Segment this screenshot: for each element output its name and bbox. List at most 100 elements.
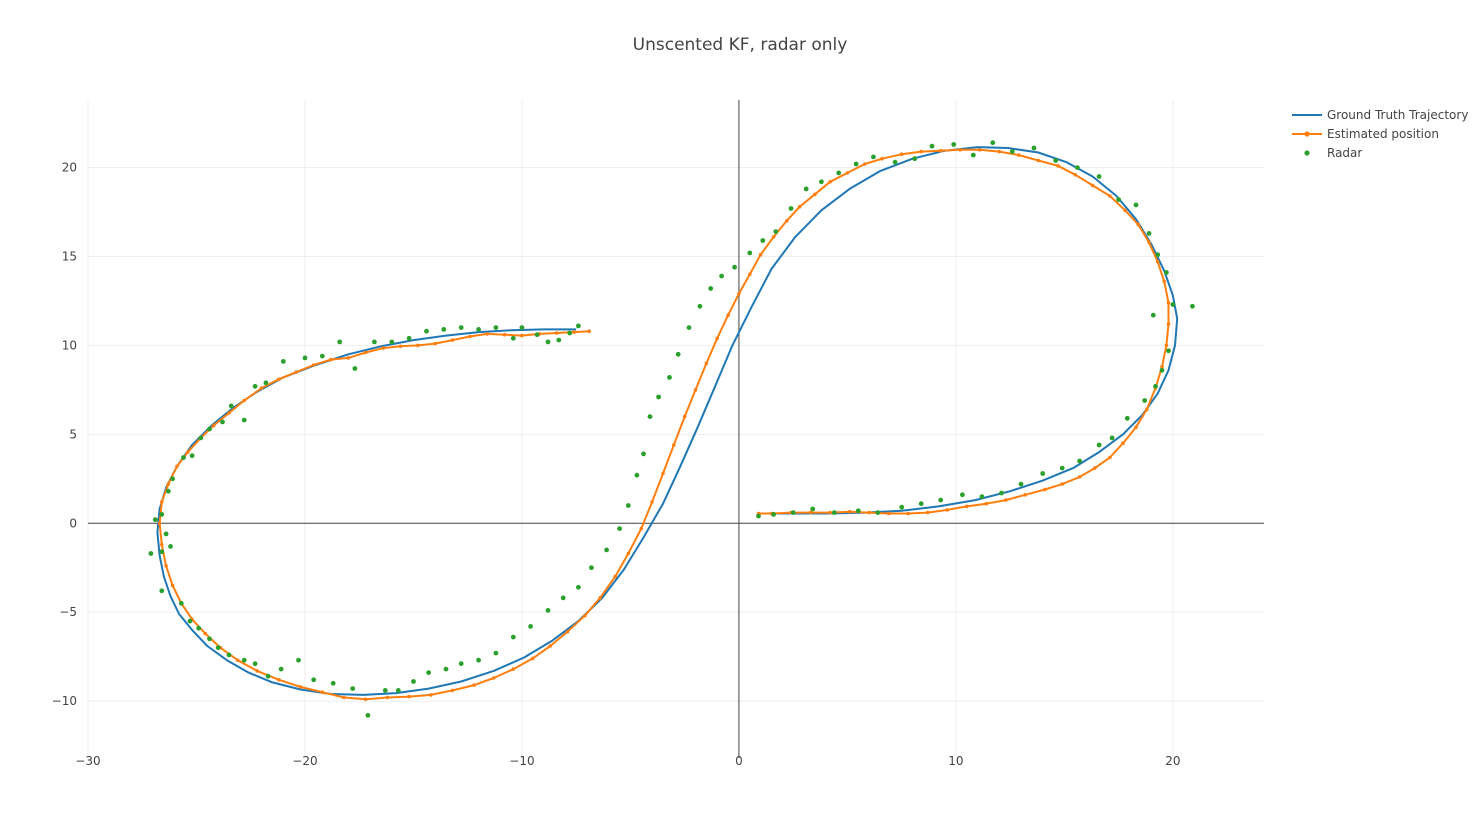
data-point bbox=[198, 435, 204, 441]
data-point bbox=[1159, 367, 1165, 373]
data-point bbox=[502, 332, 507, 337]
data-point bbox=[1023, 493, 1028, 497]
chart-title: Unscented KF, radar only bbox=[633, 35, 848, 55]
data-point bbox=[819, 179, 824, 185]
data-point bbox=[519, 325, 525, 330]
data-point bbox=[548, 644, 552, 648]
data-point bbox=[756, 513, 761, 519]
data-point bbox=[661, 471, 665, 476]
data-point bbox=[342, 695, 346, 700]
data-point bbox=[704, 361, 709, 366]
data-point bbox=[493, 650, 499, 656]
data-point bbox=[863, 162, 867, 166]
data-point bbox=[203, 631, 207, 636]
data-point bbox=[737, 292, 741, 296]
data-point bbox=[346, 356, 351, 360]
data-point bbox=[583, 613, 587, 618]
x-tick-label: 10 bbox=[948, 754, 963, 768]
data-point bbox=[788, 206, 794, 211]
data-point bbox=[1136, 222, 1140, 227]
data-point bbox=[1153, 383, 1158, 389]
data-point bbox=[160, 500, 164, 504]
data-point bbox=[545, 608, 551, 613]
data-point bbox=[277, 377, 281, 382]
data-point bbox=[242, 398, 246, 403]
data-point bbox=[337, 339, 343, 345]
data-point bbox=[426, 670, 431, 675]
data-point bbox=[1134, 425, 1138, 430]
data-point bbox=[845, 171, 850, 175]
legend-marker bbox=[1304, 131, 1310, 137]
y-tick-label: 5 bbox=[69, 427, 77, 441]
data-point bbox=[1004, 498, 1008, 502]
data-point bbox=[929, 143, 935, 149]
data-point bbox=[1190, 303, 1195, 309]
data-point bbox=[476, 657, 481, 663]
data-point bbox=[1164, 270, 1169, 275]
data-point bbox=[875, 510, 881, 515]
data-point bbox=[252, 661, 258, 667]
data-point bbox=[265, 673, 271, 679]
x-tick-label: −20 bbox=[292, 754, 317, 768]
data-point bbox=[381, 346, 385, 350]
data-point bbox=[166, 482, 171, 486]
data-point bbox=[918, 501, 924, 507]
data-point bbox=[693, 388, 698, 392]
data-point bbox=[320, 690, 325, 694]
data-point bbox=[836, 170, 842, 176]
data-point bbox=[899, 504, 905, 510]
data-point bbox=[1043, 487, 1047, 492]
data-point bbox=[634, 472, 640, 478]
series-radar bbox=[148, 140, 1195, 718]
series-line bbox=[156, 146, 1179, 696]
data-point bbox=[853, 161, 859, 167]
data-point bbox=[803, 186, 809, 192]
data-point bbox=[350, 686, 356, 691]
data-point bbox=[880, 156, 884, 161]
data-point bbox=[587, 329, 591, 334]
data-point bbox=[458, 661, 464, 667]
x-tick-label: −10 bbox=[509, 754, 534, 768]
data-point bbox=[1164, 343, 1169, 348]
data-point bbox=[760, 238, 766, 243]
data-point bbox=[278, 666, 284, 672]
data-point bbox=[938, 497, 944, 503]
data-point bbox=[207, 636, 212, 642]
data-point bbox=[416, 343, 420, 348]
data-point bbox=[520, 333, 524, 338]
y-tick-label: −10 bbox=[52, 694, 77, 708]
data-point bbox=[1059, 465, 1065, 471]
data-point bbox=[241, 417, 247, 423]
data-point bbox=[797, 204, 802, 209]
data-point bbox=[1124, 415, 1130, 421]
data-point bbox=[196, 625, 202, 631]
data-point bbox=[352, 366, 358, 371]
data-point bbox=[528, 624, 533, 629]
data-point bbox=[170, 476, 176, 482]
zero-lines bbox=[88, 100, 1264, 758]
data-point bbox=[784, 219, 789, 223]
data-point bbox=[389, 339, 395, 345]
data-point bbox=[1166, 322, 1171, 326]
data-point bbox=[443, 666, 449, 672]
data-point bbox=[919, 149, 923, 154]
data-point bbox=[472, 683, 477, 687]
data-point bbox=[1150, 312, 1156, 318]
data-point bbox=[450, 688, 455, 693]
data-point bbox=[892, 159, 898, 165]
data-point bbox=[178, 600, 184, 606]
data-point bbox=[534, 332, 540, 338]
data-point bbox=[148, 551, 154, 556]
data-point bbox=[294, 370, 299, 374]
data-point bbox=[855, 508, 861, 514]
legend-item: Radar bbox=[1304, 146, 1362, 160]
data-point bbox=[572, 330, 576, 334]
data-point bbox=[625, 503, 631, 508]
data-point bbox=[510, 634, 516, 640]
data-point bbox=[771, 512, 776, 517]
y-tick-label: 10 bbox=[62, 338, 77, 352]
data-point bbox=[565, 629, 570, 634]
data-point bbox=[556, 337, 562, 343]
data-point bbox=[715, 336, 719, 341]
